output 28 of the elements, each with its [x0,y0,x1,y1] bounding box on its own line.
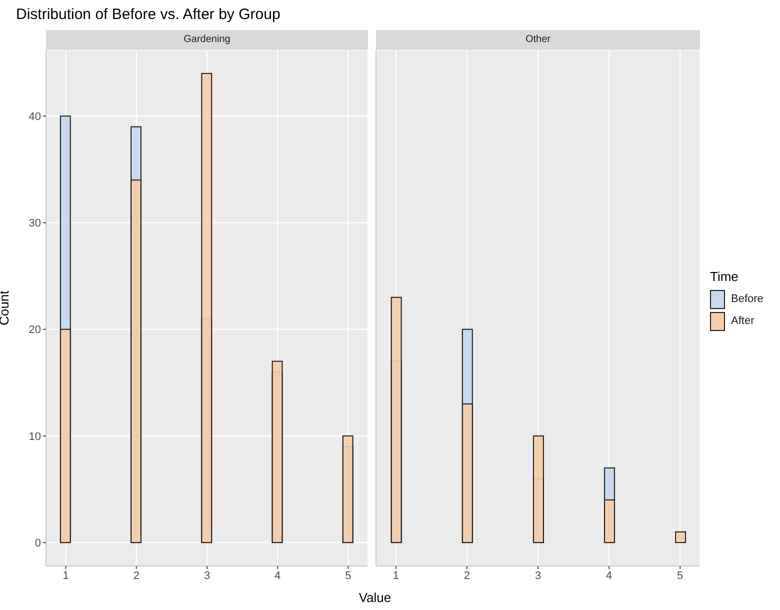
y-tick-label: 10 [28,430,41,443]
y-tick-label: 30 [28,218,41,230]
x-axis-title: Value [358,590,392,606]
x-tick-label: 1 [62,570,69,582]
legend-label: Before [731,293,764,305]
bar [675,531,686,544]
y-tick-label: 40 [28,111,41,124]
x-tick-label: 4 [274,570,281,582]
x-tick-label: 4 [606,570,612,582]
x-tick-label: 1 [392,570,399,582]
x-tick-label: 2 [133,570,140,582]
x-tick-label: 5 [345,570,352,582]
legend-title: Time [710,269,740,284]
bar [532,435,544,544]
bar [272,360,283,544]
chart-subtitle: Gardening [46,30,368,50]
legend-label: After [731,315,754,327]
bar [342,435,354,544]
x-tick-label: 3 [534,570,542,582]
y-tick-label: 20 [28,324,41,336]
x-tick-label: 2 [464,570,470,582]
x-tick-label: 5 [677,570,684,582]
chart-subtitle: Other [376,30,700,50]
bar [390,296,402,544]
x-tick-label: 3 [204,570,210,582]
y-tick-label: 0 [34,537,41,550]
bar [201,72,212,544]
chart-title: Distribution of Before vs. After by Group [16,6,280,23]
